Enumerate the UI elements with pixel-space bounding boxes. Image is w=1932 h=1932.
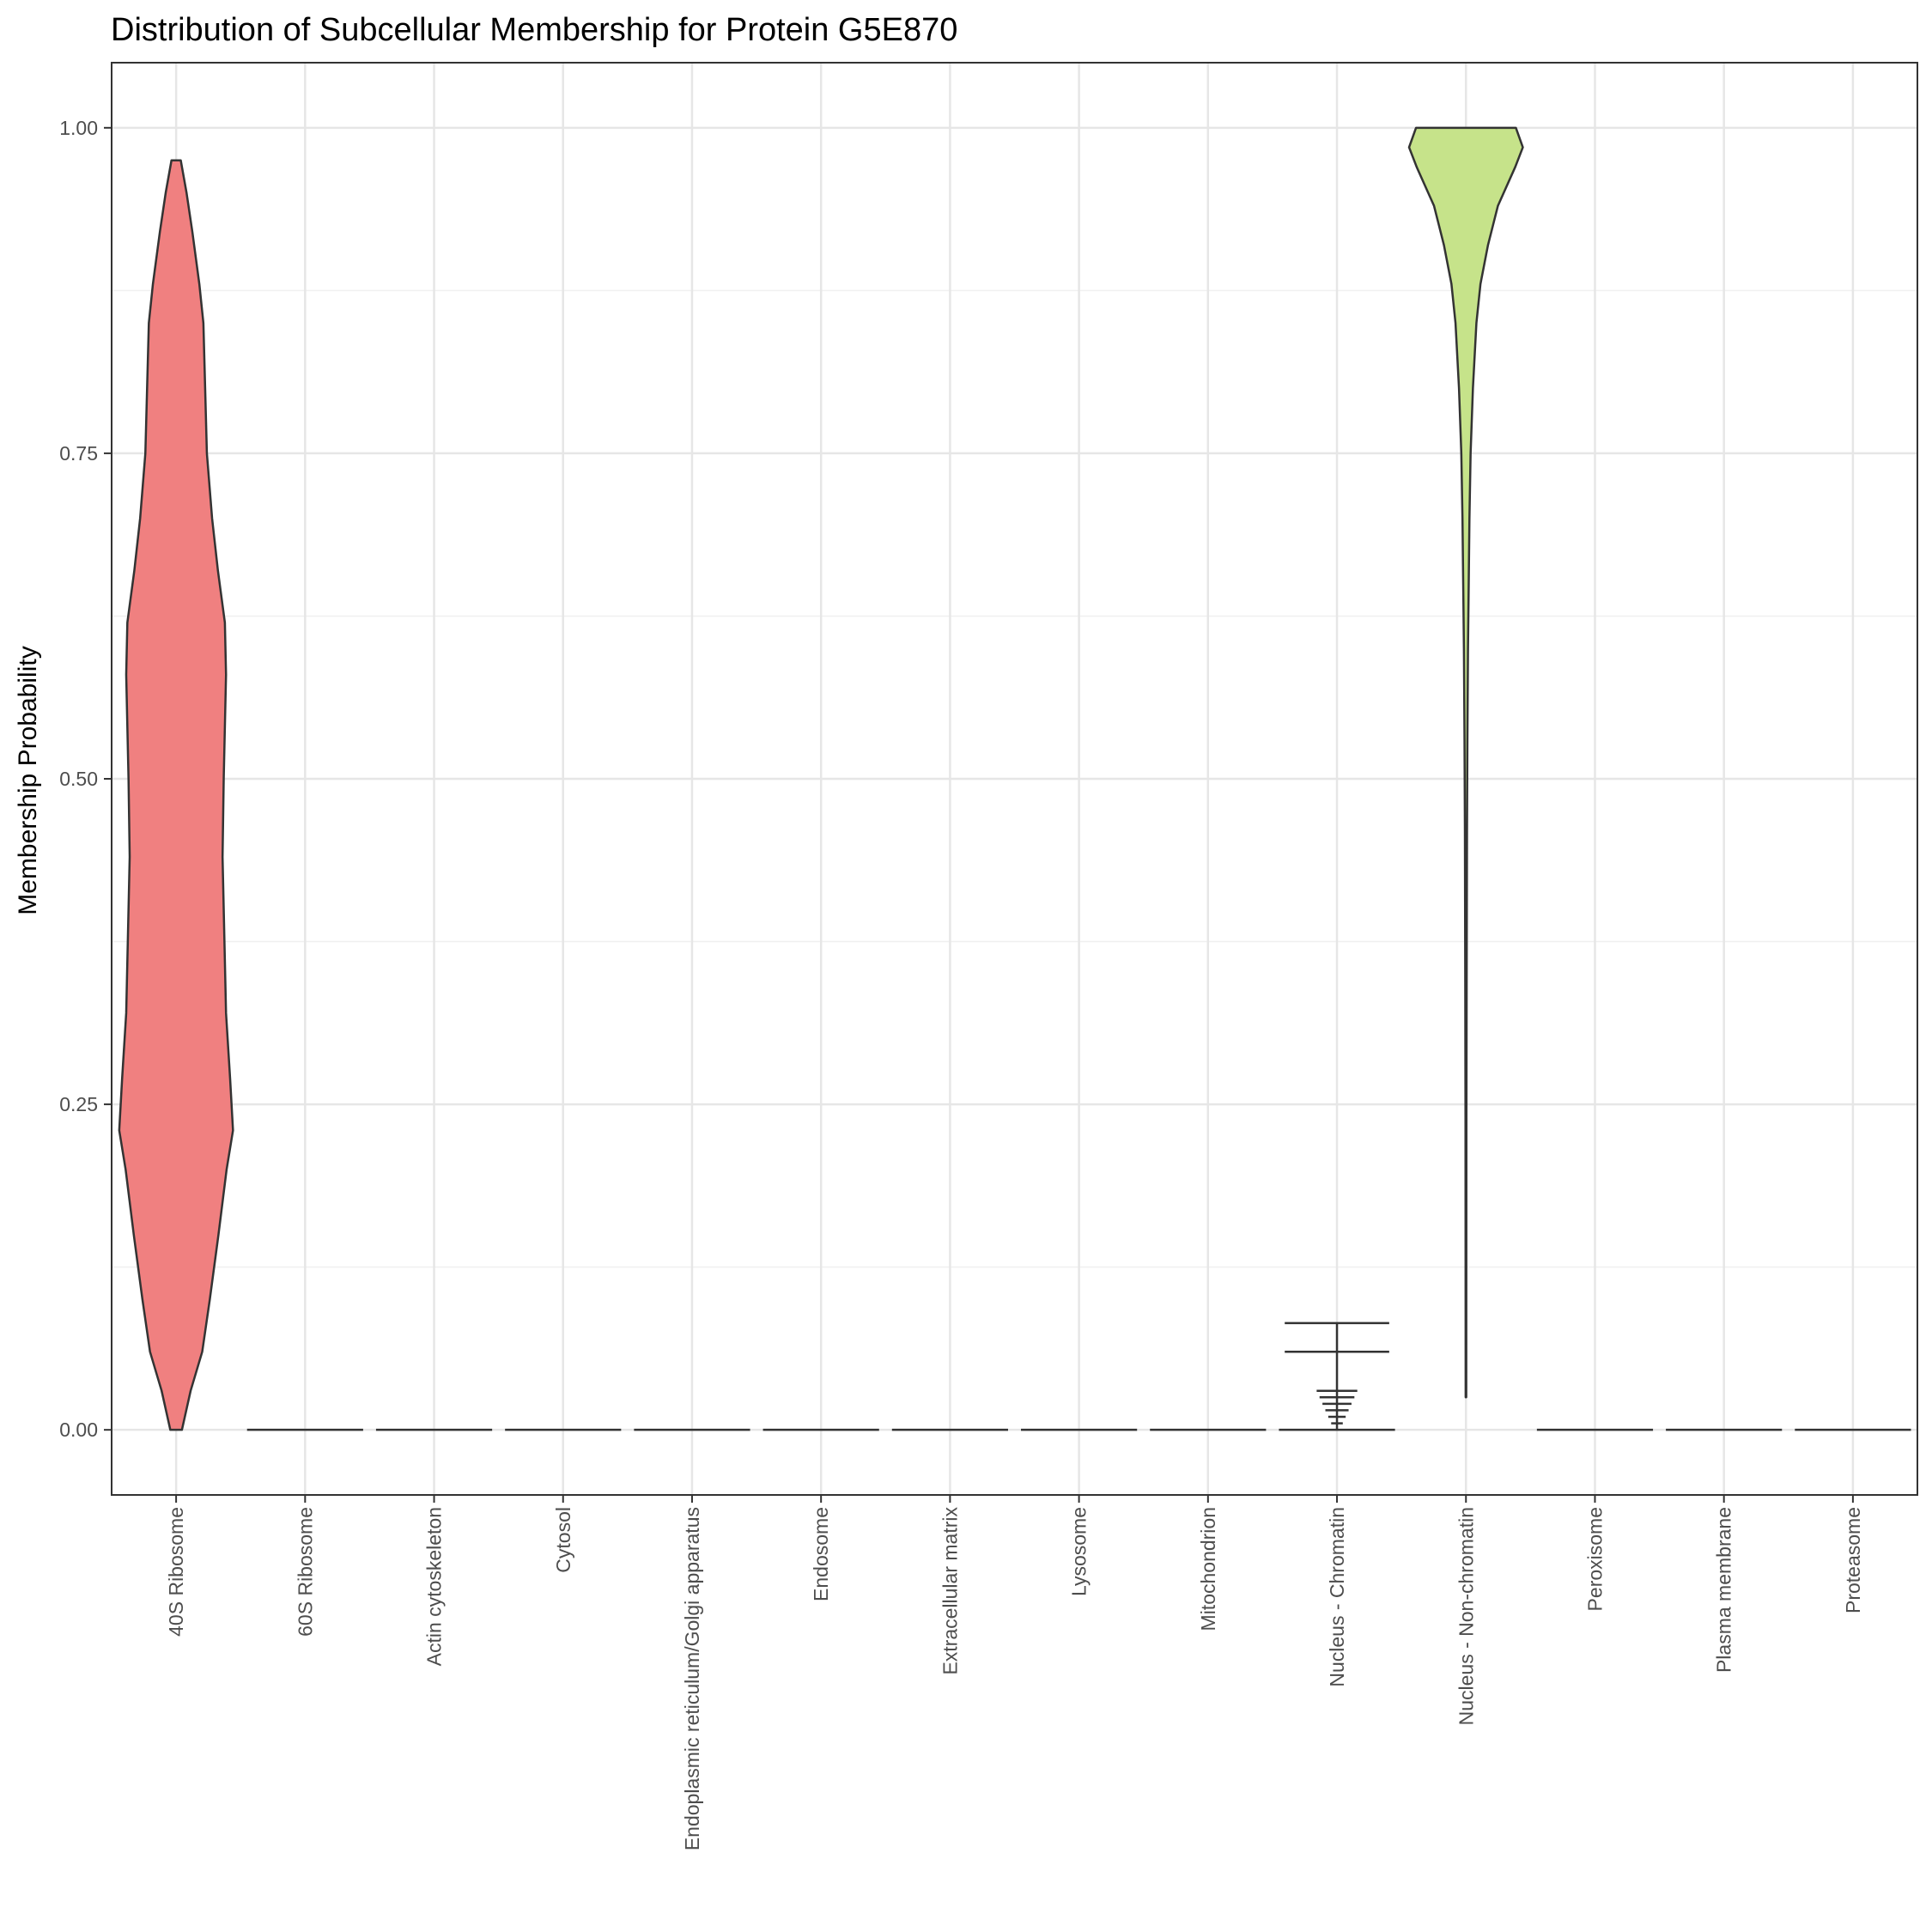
x-tick-label: Endosome xyxy=(810,1507,832,1601)
chart-title: Distribution of Subcellular Membership f… xyxy=(111,12,957,48)
y-tick-label: 0.50 xyxy=(59,768,98,790)
x-tick-label: Cytosol xyxy=(552,1507,574,1573)
x-tick-label: Proteasome xyxy=(1842,1507,1864,1613)
x-tick-label: Plasma membrane xyxy=(1713,1507,1735,1673)
y-tick-label: 0.25 xyxy=(59,1093,98,1115)
x-tick-label: 40S Ribosome xyxy=(165,1507,187,1637)
violins xyxy=(118,126,1911,1431)
x-tick-label: Nucleus - Chromatin xyxy=(1326,1507,1348,1687)
x-tick-label: 60S Ribosome xyxy=(294,1507,316,1637)
x-tick-label: Extracellular matrix xyxy=(939,1507,961,1675)
y-tick-label: 1.00 xyxy=(59,117,98,139)
y-axis-title: Membership Probability xyxy=(14,646,42,914)
x-axis: 40S Ribosome 60S Ribosome Actin cytoskelet… xyxy=(165,1495,1864,1850)
violin-shape xyxy=(1407,126,1524,1399)
x-tick-label: Lysosome xyxy=(1068,1507,1091,1596)
x-tick-label: Mitochondrion xyxy=(1197,1507,1219,1631)
x-tick-label: Nucleus - Non-chromatin xyxy=(1455,1507,1477,1725)
y-tick-label: 0.75 xyxy=(59,442,98,465)
violin-shape xyxy=(118,159,234,1431)
y-axis: 0.00 0.25 0.50 0.75 1.00 xyxy=(59,117,112,1441)
y-tick-label: 0.00 xyxy=(59,1419,98,1441)
plot-panel xyxy=(111,62,1918,1496)
x-tick-label: Peroxisome xyxy=(1583,1507,1606,1611)
x-tick-label: Endoplasmic reticulum/Golgi apparatus xyxy=(681,1507,703,1850)
x-tick-label: Actin cytoskeleton xyxy=(423,1507,446,1666)
